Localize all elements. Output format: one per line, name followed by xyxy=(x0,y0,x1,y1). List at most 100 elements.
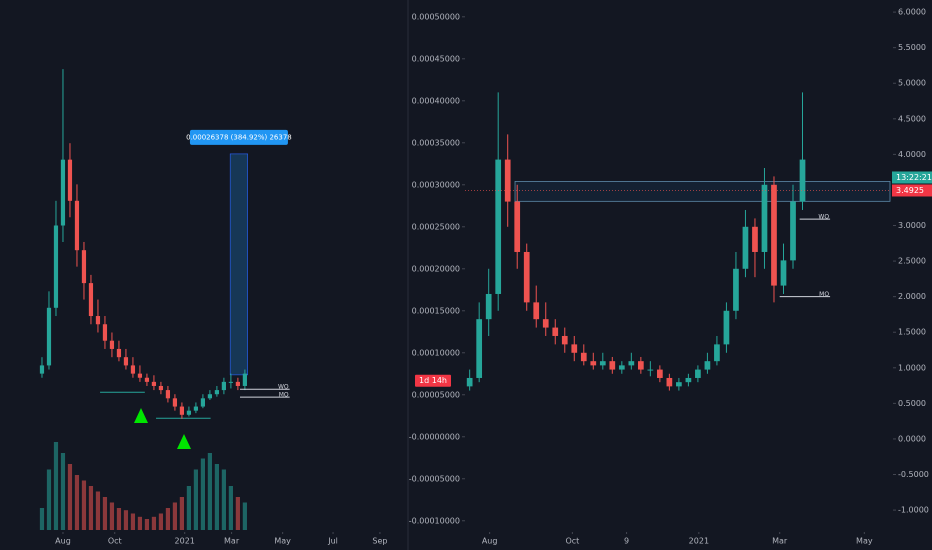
candle-body xyxy=(495,159,502,294)
volume-bar xyxy=(88,486,94,530)
volume-bar xyxy=(165,508,171,530)
volume-bar xyxy=(74,475,80,530)
volume-bar xyxy=(221,469,226,530)
x-tick-label: Oct xyxy=(108,537,122,546)
candle-body xyxy=(235,381,240,386)
volume-bar xyxy=(116,508,122,530)
volume-bar xyxy=(39,508,45,530)
volume-bar xyxy=(193,469,199,530)
y-tick-label: -0.00010000 xyxy=(409,516,460,525)
volume-bar xyxy=(235,497,240,530)
candle-body xyxy=(242,373,247,386)
candle-body xyxy=(590,361,597,366)
candle-body xyxy=(695,369,701,378)
candle-body xyxy=(647,369,654,371)
candle-body xyxy=(580,352,587,362)
candle-body xyxy=(542,319,549,328)
candle-body xyxy=(46,307,52,366)
candle-body xyxy=(599,361,606,366)
candle-body xyxy=(144,377,150,382)
candle-body xyxy=(137,373,143,378)
candle-body xyxy=(523,251,530,303)
candle-body xyxy=(221,381,226,391)
candle-body xyxy=(207,394,212,399)
candle-body xyxy=(116,348,122,358)
x-tick-label: Mar xyxy=(224,537,240,546)
countdown-bg xyxy=(892,171,932,184)
y-tick-label: -0.00000000 xyxy=(409,432,460,441)
candle-body xyxy=(466,377,473,387)
candle-body xyxy=(561,335,568,345)
candle-body xyxy=(53,225,59,308)
candle-body xyxy=(742,226,749,269)
volume-bar xyxy=(137,516,143,530)
x-tick-label: May xyxy=(856,537,873,546)
candle-body xyxy=(552,327,559,336)
countdown: 13:22:21 xyxy=(896,173,932,182)
candle-body xyxy=(704,361,711,370)
y-tick-label: 0.00050000 xyxy=(412,12,460,21)
y2-tick-label: 0.0000 xyxy=(898,434,926,443)
y2-tick-label: 2.5000 xyxy=(898,257,926,266)
measure-label-bg xyxy=(189,129,288,145)
candle-body xyxy=(618,365,625,370)
volume-bar xyxy=(207,453,212,530)
candle-body xyxy=(228,381,233,383)
candle-body xyxy=(123,357,129,366)
candle-body xyxy=(67,159,73,201)
candle-body xyxy=(476,319,483,378)
level-label: WO xyxy=(278,384,289,391)
y2-tick-label: 0.5000 xyxy=(898,399,926,408)
y2-tick-label: -0.5000 xyxy=(898,470,929,479)
price-tag-bg xyxy=(892,184,932,197)
candle-body xyxy=(95,316,101,325)
price-tag: 3.4925 xyxy=(896,186,924,195)
candle-body xyxy=(685,377,692,383)
volume-bar xyxy=(102,497,108,530)
y-tick-label: 0.00025000 xyxy=(412,222,460,231)
y2-tick-label: 2.0000 xyxy=(898,292,926,301)
candle-body xyxy=(628,361,635,366)
level-label: MO xyxy=(279,392,289,399)
candle-body xyxy=(752,226,758,252)
y-tick-label: 0.00040000 xyxy=(412,96,460,105)
candle-body xyxy=(666,377,673,387)
candle-body xyxy=(761,184,768,252)
candle-body xyxy=(81,250,87,284)
x-tick-label: May xyxy=(274,537,291,546)
candle-body xyxy=(780,260,787,286)
measure-label: 0.00026378 (384.92%) 26378 xyxy=(186,133,292,141)
candle-body xyxy=(158,385,164,391)
y2-tick-label: 4.0000 xyxy=(898,150,926,159)
volume-bar xyxy=(95,491,101,530)
candle-body xyxy=(130,365,136,374)
candle-body xyxy=(790,201,796,261)
candle-body xyxy=(109,340,115,349)
candle-body xyxy=(733,268,739,311)
y-tick-label: 0.00020000 xyxy=(412,264,460,273)
volume-bar xyxy=(81,480,87,530)
x-tick-label: 2021 xyxy=(689,537,709,546)
y2-tick-label: -1.0000 xyxy=(898,506,929,515)
candle-body xyxy=(186,410,192,415)
volume-bar xyxy=(172,502,178,530)
x-tick-label: Aug xyxy=(482,537,498,546)
volume-bar xyxy=(109,502,115,530)
candle-body xyxy=(571,344,578,353)
volume-bar xyxy=(179,497,185,530)
x-tick-label: Jul xyxy=(327,537,338,546)
y2-tick-label: 4.5000 xyxy=(898,114,926,123)
y2-tick-label: 6.0000 xyxy=(898,8,926,17)
candle-body xyxy=(179,406,185,415)
y-tick-label: 0.00030000 xyxy=(412,180,460,189)
volume-bar xyxy=(60,453,66,530)
left-tag-bg xyxy=(415,374,451,387)
measure-box xyxy=(229,153,248,376)
y2-tick-label: 1.0000 xyxy=(898,363,926,372)
candle-body xyxy=(637,361,644,370)
zone-box xyxy=(514,181,891,202)
left-tag: 1d 14h xyxy=(419,376,447,385)
candle-body xyxy=(102,324,108,341)
y-tick-label: 0.00010000 xyxy=(412,348,460,357)
